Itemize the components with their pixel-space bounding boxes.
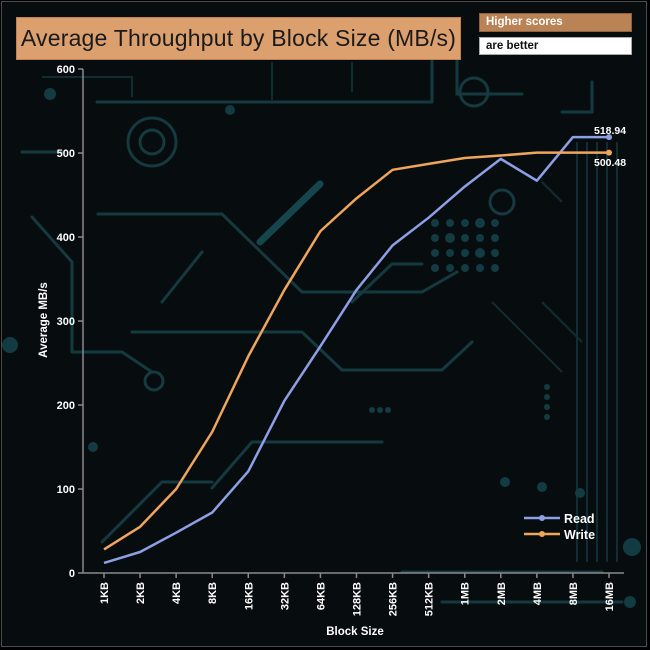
y-axis-title: Average MB/s bbox=[38, 282, 50, 358]
read-series-line bbox=[103, 135, 609, 565]
read-end-label: 518.94 bbox=[594, 125, 626, 137]
x-tick-label: 8KB bbox=[207, 582, 219, 604]
read-end-point bbox=[606, 134, 612, 141]
are-better-text: are better bbox=[486, 40, 539, 52]
write-end-point bbox=[606, 149, 612, 156]
y-tick-label: 0 bbox=[69, 568, 75, 580]
write-series-line bbox=[103, 151, 609, 551]
x-tick-label: 128KB bbox=[352, 582, 364, 616]
x-tick-label: 64KB bbox=[315, 582, 327, 610]
x-tick-label: 2KB bbox=[135, 582, 147, 604]
legend: Read Write bbox=[524, 512, 595, 542]
x-axis-ticks: 1KB 2KB 4KB 8KB 16KB 32KB 64KB 128KB 256KB 512KB 1… bbox=[99, 573, 616, 616]
x-axis-title: Block Size bbox=[326, 626, 384, 638]
x-tick-label: 1MB bbox=[460, 582, 472, 605]
x-tick-label: 4KB bbox=[171, 582, 183, 604]
x-tick-label: 512KB bbox=[424, 582, 436, 616]
y-tick-label: 500 bbox=[57, 148, 75, 160]
x-tick-label: 1KB bbox=[99, 582, 111, 604]
y-tick-label: 600 bbox=[57, 64, 75, 76]
legend-read-marker bbox=[539, 515, 545, 521]
y-axis-ticks: 0 100 200 300 400 500 600 bbox=[57, 64, 83, 580]
x-tick-label: 16KB bbox=[243, 582, 255, 610]
y-tick-label: 300 bbox=[57, 316, 75, 328]
are-better-badge: are better bbox=[479, 37, 632, 55]
chart-title-box: Average Throughput by Block Size (MB/s) bbox=[16, 17, 461, 60]
legend-write-marker bbox=[539, 531, 545, 537]
higher-scores-badge: Higher scores bbox=[479, 13, 632, 32]
x-tick-label: 4MB bbox=[532, 582, 544, 605]
chart-title: Average Throughput by Block Size (MB/s) bbox=[20, 25, 457, 51]
legend-read-label: Read bbox=[564, 512, 595, 526]
y-tick-label: 200 bbox=[57, 400, 75, 412]
x-tick-label: 2MB bbox=[496, 582, 508, 605]
x-tick-label: 32KB bbox=[279, 582, 291, 610]
y-tick-label: 400 bbox=[57, 232, 75, 244]
x-tick-label: 8MB bbox=[568, 582, 580, 605]
series-layer bbox=[103, 134, 612, 565]
legend-write-label: Write bbox=[564, 528, 595, 542]
x-tick-label: 16MB bbox=[604, 582, 616, 611]
write-end-label: 500.48 bbox=[594, 157, 626, 169]
y-tick-label: 100 bbox=[57, 484, 75, 496]
higher-scores-text: Higher scores bbox=[486, 16, 563, 28]
x-tick-label: 256KB bbox=[388, 582, 400, 616]
